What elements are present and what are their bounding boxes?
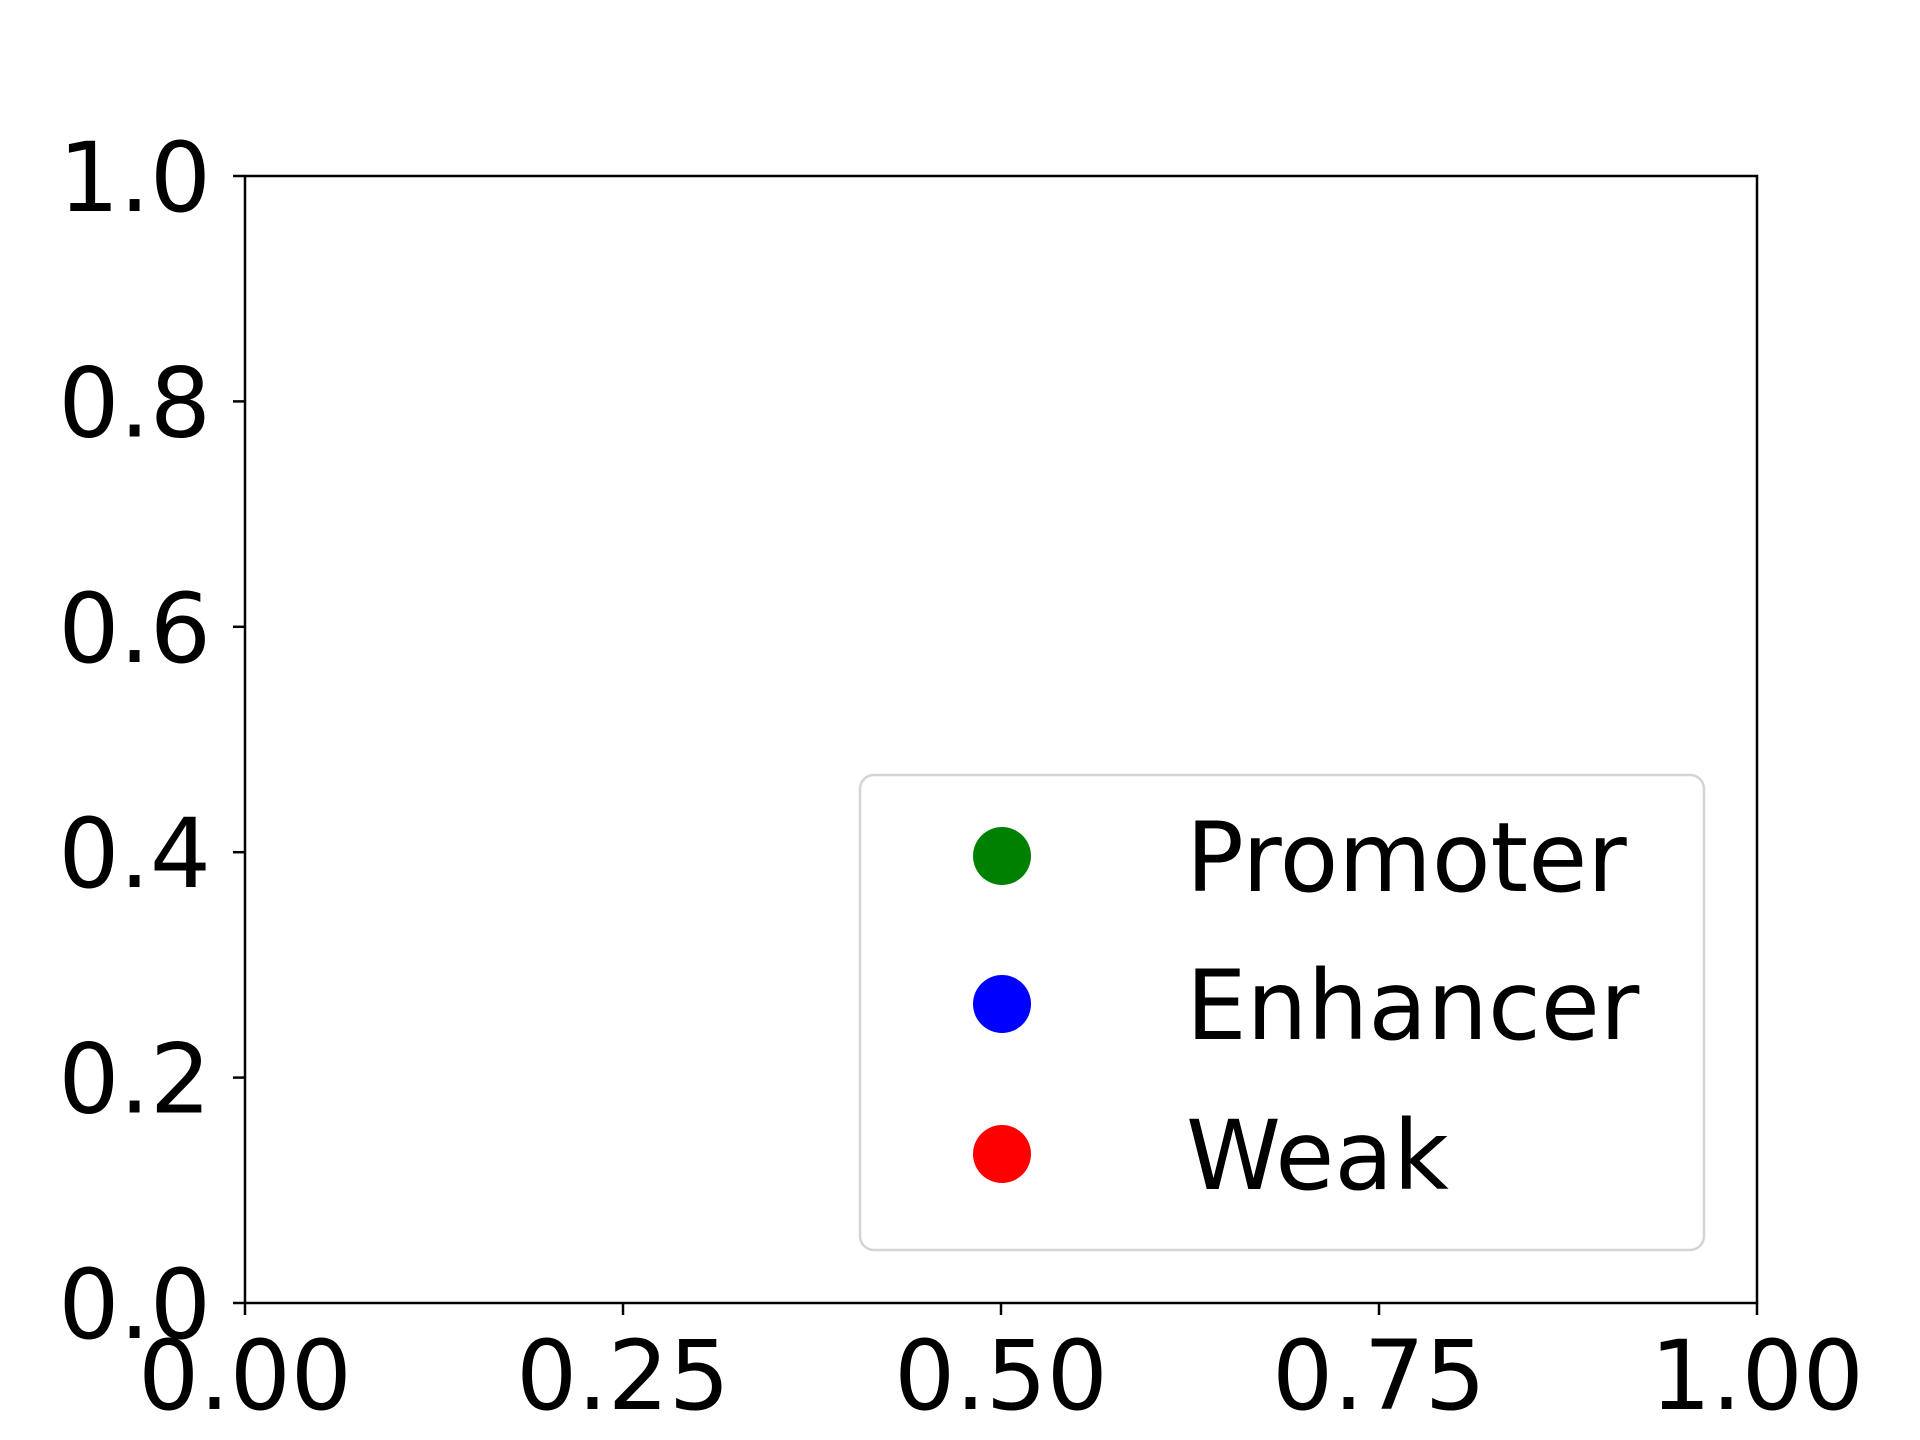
y-tick-label: 0.2 [58,1024,211,1136]
legend-label: Weak [1186,1100,1449,1212]
x-tick-label: 0.25 [516,1320,730,1432]
y-axis: 0.0 0.2 0.4 0.6 0.8 1.0 [58,122,245,1361]
x-tick-label: 1.00 [1650,1320,1864,1432]
legend: Promoter Enhancer Weak [858,773,1706,1252]
legend-marker [973,827,1031,885]
x-tick-label: 0.00 [138,1320,352,1432]
legend-box [858,773,1706,1252]
y-tick-label: 0.0 [58,1249,211,1361]
x-axis: 0.00 0.25 0.50 0.75 1.00 [138,1303,1864,1432]
legend-marker [973,975,1031,1033]
x-tick-label: 0.50 [894,1320,1108,1432]
y-tick-label: 0.8 [58,347,211,459]
legend-label: Enhancer [1186,950,1640,1062]
x-tick-label: 0.75 [1272,1320,1486,1432]
y-tick-label: 0.4 [58,798,211,910]
legend-marker [973,1125,1031,1183]
legend-label: Promoter [1186,802,1627,914]
y-tick-label: 0.6 [58,573,211,685]
y-tick-label: 1.0 [58,122,211,234]
